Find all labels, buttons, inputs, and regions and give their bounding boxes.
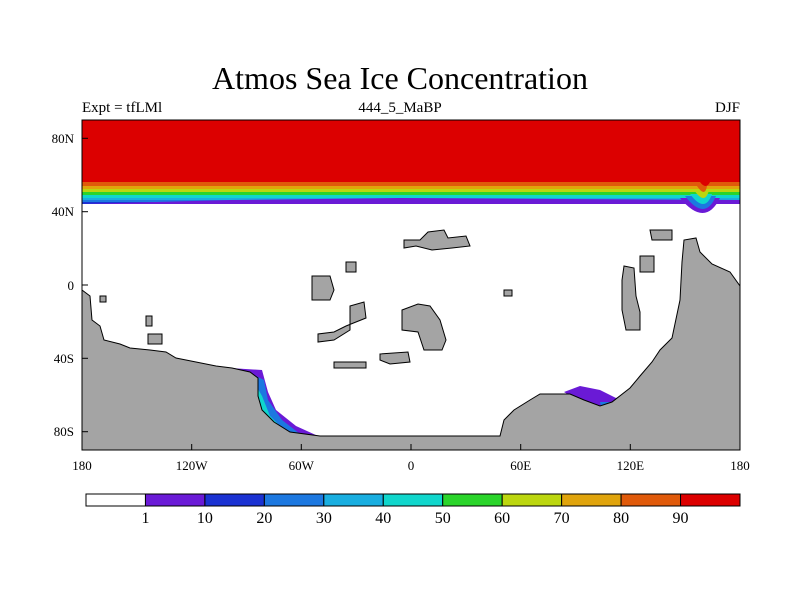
colorbar-label: 90 [673,510,689,527]
land-islet-2 [333,361,367,369]
x-tick-label: 180 [72,458,92,473]
colorbar-label: 20 [256,510,272,527]
ice-dip-90 [700,182,710,186]
x-tick-label: 0 [408,458,415,473]
ice-band-70 [82,186,740,189]
colorbar-label: 30 [316,510,332,527]
ice-band-50 [82,192,740,195]
land-islet-1 [345,261,357,273]
colorbar-label: 60 [494,510,510,527]
colorbar-label: 40 [375,510,391,527]
land-island-ne2 [639,255,655,273]
y-tick-label: 80N [52,131,75,146]
land-islet-4 [145,315,153,327]
center-string: 444_5_MaBP [358,100,442,116]
land-island-chain [317,301,367,343]
x-tick-labels: 180 120W 60W 0 60E 120E 180 [72,458,750,473]
colorbar-box [323,493,384,507]
colorbar-label: 10 [197,510,213,527]
land-islet-5 [147,333,163,345]
colorbar-label: 80 [613,510,629,527]
ice-dip-60 [694,190,709,198]
x-tick-label: 60W [289,458,315,473]
x-tick-label: 120W [176,458,209,473]
colorbar-box [382,493,444,507]
land-islet-3 [379,351,411,365]
map-field [82,120,740,450]
colorbar-label: 70 [554,510,570,527]
colorbar-box [85,493,146,507]
colorbar-label: 1 [141,510,149,527]
x-tick-label: 180 [730,458,750,473]
ice-dip-40 [690,194,712,204]
colorbar-box [620,493,682,507]
land-islet-6 [99,295,107,303]
colorbar-box [680,493,741,507]
land-island-central [401,303,447,351]
colorbar-box [263,493,325,507]
colorbar-box [561,493,622,507]
y-tick-label: 0 [68,278,75,293]
land-southern-continents [82,237,740,450]
ice-band-60 [82,189,740,192]
ice-band-1 [82,198,740,204]
land-island-east [621,265,641,331]
ice-band-40 [82,195,740,198]
land-island-north [403,229,471,251]
y-tick-label: 80S [54,424,74,439]
colorbar-label: 50 [435,510,451,527]
colorbar-box [144,493,206,507]
colorbar-box [442,493,503,507]
right-string: DJF [714,100,740,116]
land [82,229,740,450]
ice-band-80 [82,182,740,186]
land-islet-7 [503,289,513,297]
land-island-west [311,275,335,301]
y-tick-label: 40S [54,351,74,366]
plot-title: Atmos Sea Ice Concentration [212,60,588,96]
colorbar-box [501,493,563,507]
colorbar [85,493,741,507]
ice-dip-80 [697,186,707,192]
tick-marks [81,137,741,450]
land-island-ne [649,229,673,241]
ice-band-90 [82,120,740,182]
colorbar-labels: 1 10 20 30 40 50 60 70 80 90 [141,510,688,527]
x-tick-label: 120E [617,458,645,473]
colorbar-box [204,493,265,507]
x-tick-label: 60E [510,458,531,473]
y-tick-label: 40N [52,204,75,219]
left-string: Expt = tfLMl [82,100,163,116]
y-tick-labels: 80N 40N 0 40S 80S [52,131,75,439]
